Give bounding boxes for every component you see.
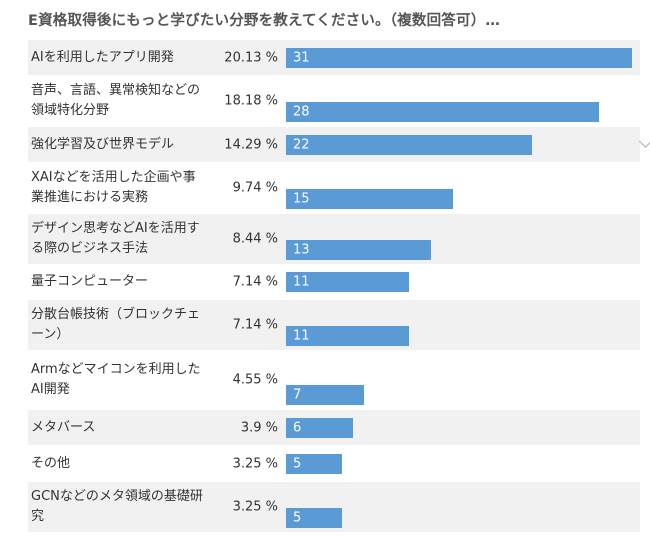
category-label: AIを利用したアプリ開発: [31, 49, 174, 65]
category-label: 量子コンピューター: [31, 274, 149, 289]
bar-row: メタバース 3.9 % 6: [28, 410, 640, 445]
bar-row: 音声、言語、異常検知などの領域特化分野 18.18 % 28: [28, 76, 640, 126]
bar-value-label: 15: [293, 191, 310, 207]
bar: 15: [286, 189, 453, 209]
category-label: 分散台帳技術（ブロックチェーン）: [31, 307, 201, 342]
category-label: デザイン思考などAIを活用する際のビジネス手法: [31, 221, 200, 256]
category-label: 強化学習及び世界モデル: [31, 136, 175, 152]
bar-row: XAIなどを活用した企画や事業推進における実務 9.74 % 15: [28, 163, 640, 213]
percent-label: 3.9 %: [240, 420, 278, 435]
percent-label: 18.18 %: [224, 93, 278, 109]
category-label: XAIなどを活用した企画や事業推進における実務: [31, 170, 196, 205]
bar-row: Armなどマイコンを利用したAI開発 4.55 % 7: [28, 351, 640, 409]
bar-row: 強化学習及び世界モデル 14.29 % 22: [28, 127, 640, 162]
bar-value-label: 6: [293, 420, 302, 435]
chart-title: E資格取得後にもっと学びたい分野を教えてください。（複数回答可）…: [28, 13, 501, 29]
bar: 7: [286, 385, 364, 405]
percent-label: 3.25 %: [232, 499, 278, 515]
bar-value-label: 11: [293, 274, 310, 290]
bar-row: GCNなどのメタ領域の基礎研究 3.25 % 5: [28, 482, 640, 532]
bar-row: AIを利用したアプリ開発 20.13 % 31: [28, 40, 640, 75]
bar-value-label: 11: [293, 328, 310, 344]
category-label: 音声、言語、異常検知などの領域特化分野: [31, 83, 201, 118]
percent-label: 3.25 %: [232, 456, 278, 471]
bar-row: 分散台帳技術（ブロックチェーン） 7.14 % 11: [28, 300, 640, 350]
bar: 28: [286, 102, 599, 122]
bar: 11: [286, 326, 409, 346]
bar-value-label: 7: [293, 387, 302, 403]
bar-value-label: 5: [293, 456, 302, 471]
bar-value-label: 22: [293, 137, 310, 152]
bar-row: デザイン思考などAIを活用する際のビジネス手法 8.44 % 13: [28, 214, 640, 264]
bar: 5: [286, 508, 342, 528]
bar: 11: [286, 272, 409, 292]
category-label: その他: [31, 455, 71, 471]
bar-row: その他 3.25 % 5: [28, 446, 640, 481]
bar-value-label: 28: [293, 104, 310, 120]
bar-row: 量子コンピューター 7.14 % 11: [28, 265, 640, 299]
percent-label: 4.55 %: [232, 372, 278, 388]
bar: 13: [286, 240, 431, 260]
bar-value-label: 13: [293, 242, 310, 258]
bar-value-label: 5: [293, 510, 302, 526]
percent-label: 7.14 %: [232, 274, 278, 290]
category-label: メタバース: [31, 419, 96, 435]
percent-label: 7.14 %: [232, 317, 278, 333]
bar: 5: [286, 453, 342, 474]
bar: 6: [286, 417, 353, 438]
category-label: GCNなどのメタ領域の基礎研究: [31, 489, 203, 524]
category-label: Armなどマイコンを利用したAI開発: [31, 362, 201, 397]
bar: 31: [286, 47, 632, 68]
percent-label: 8.44 %: [232, 231, 278, 247]
bar-value-label: 31: [293, 50, 310, 65]
percent-label: 14.29 %: [224, 137, 278, 152]
bar: 22: [286, 134, 532, 155]
percent-label: 20.13 %: [224, 50, 278, 65]
percent-label: 9.74 %: [232, 180, 278, 196]
